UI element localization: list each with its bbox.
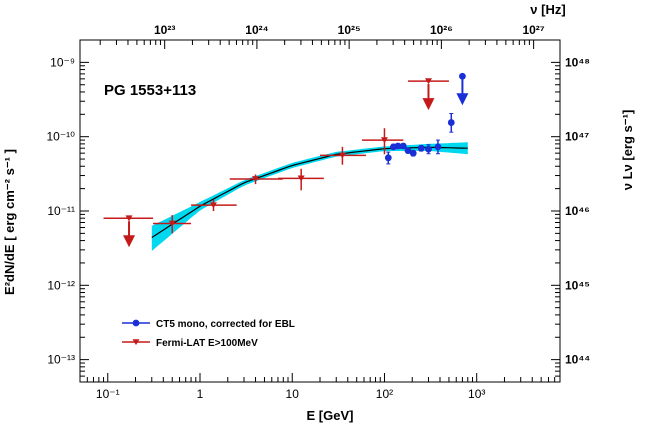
fermi-upper-limit-marker xyxy=(125,215,133,222)
y-tick-label: 10⁻¹² xyxy=(47,278,75,292)
top-tick-label: 10²⁵ xyxy=(338,23,361,37)
ct5-upper-limit-arrow-head xyxy=(456,93,469,106)
fermi-point xyxy=(168,220,176,227)
y-tick-label: 10⁻¹⁰ xyxy=(47,130,76,144)
ct5-point xyxy=(447,119,455,126)
y-tick-label: 10⁻¹³ xyxy=(47,353,75,367)
legend-label: Fermi-LAT E>100MeV xyxy=(156,338,258,349)
y-tick-label: 10⁻⁹ xyxy=(50,55,75,69)
ct5-point xyxy=(404,147,412,154)
right-tick-label: 10⁴⁸ xyxy=(565,55,590,69)
ct5-point xyxy=(399,142,407,150)
y-axis-label: E²dN/dE [ erg cm⁻² s⁻¹ ] xyxy=(2,149,17,295)
ct5-point xyxy=(425,145,432,153)
x-tick-label: 10² xyxy=(376,387,393,401)
x-axis-label: E [GeV] xyxy=(307,408,354,423)
right-tick-label: 10⁴⁴ xyxy=(565,353,590,367)
fermi-upper-limit-arrow-head xyxy=(422,98,435,111)
ct5-point xyxy=(394,142,402,150)
ct5-point xyxy=(409,149,417,157)
top-tick-label: 10²⁶ xyxy=(430,23,453,37)
top-axis-label: ν [Hz] xyxy=(530,2,565,17)
x-tick-label: 10 xyxy=(286,387,300,401)
x-tick-label: 10³ xyxy=(468,387,485,401)
legend-marker-fermi xyxy=(132,339,140,346)
right-axis-label: ν Lν [erg s⁻¹] xyxy=(620,110,635,191)
x-tick-label: 10⁻¹ xyxy=(96,387,120,401)
fermi-upper-limit-marker xyxy=(424,78,432,85)
right-tick-label: 10⁴⁷ xyxy=(565,130,589,144)
data-points-layer xyxy=(103,72,469,248)
fit-band-layer xyxy=(151,142,468,251)
top-tick-label: 10²⁴ xyxy=(245,23,268,37)
fermi-point xyxy=(252,176,260,183)
fermi-point xyxy=(338,152,346,159)
fermi-point xyxy=(297,175,305,182)
ct5-point xyxy=(434,143,442,151)
x-tick-label: 1 xyxy=(197,387,204,401)
source-label: PG 1553+113 xyxy=(104,82,196,99)
ct5-point xyxy=(417,144,425,152)
right-tick-label: 10⁴⁶ xyxy=(565,204,590,218)
fermi-upper-limit-arrow-head xyxy=(123,235,136,248)
axes-layer: 10⁻¹ 1 10 10² 10³ 10⁻¹³ 10⁻¹² 10⁻¹¹ 10⁻¹⁰ 10⁻⁹ 10⁴… xyxy=(47,23,591,401)
fit-line-layer xyxy=(151,146,468,239)
fermi-point xyxy=(209,202,217,209)
legend: CT5 mono, corrected for EBL Fermi-LAT E>1… xyxy=(122,319,295,349)
legend-marker-ct5 xyxy=(132,319,140,327)
top-tick-label: 10²⁷ xyxy=(522,23,544,37)
fit-line xyxy=(151,146,468,239)
fit-error-band xyxy=(151,142,468,251)
ct5-upper-limit-marker xyxy=(459,72,466,80)
y-tick-label: 10⁻¹¹ xyxy=(47,204,75,218)
right-tick-label: 10⁴⁵ xyxy=(565,278,590,292)
ct5-point xyxy=(384,154,392,162)
fermi-point xyxy=(380,137,388,144)
top-tick-label: 10²³ xyxy=(154,23,175,37)
legend-label: CT5 mono, corrected for EBL xyxy=(156,319,295,330)
